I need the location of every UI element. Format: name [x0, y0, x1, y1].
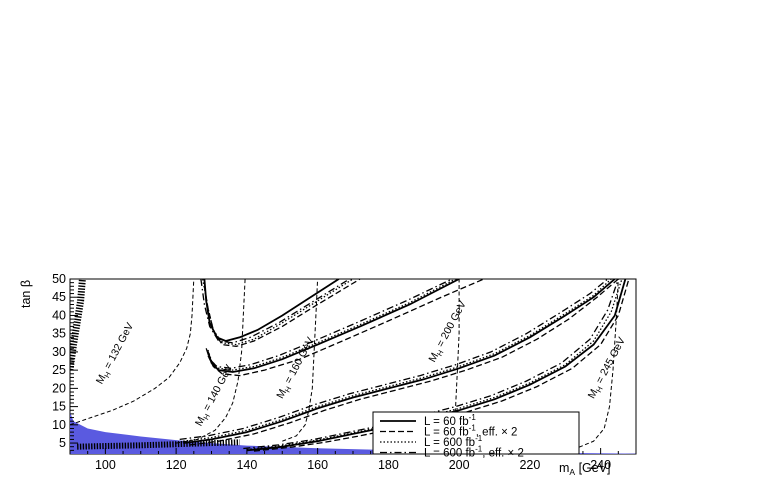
legend: L = 60 fb-1L = 60 fb-1, eff. × 2L = 600 … [372, 411, 580, 460]
legend-entry-sup: -1 [469, 424, 477, 433]
y-tick-label-10: 10 [52, 418, 66, 432]
mh-label-sub: H [435, 349, 445, 358]
legend-entry-3: L = 600 fb-1 [424, 434, 483, 449]
x-tick-label-200: 200 [449, 458, 470, 472]
x-tick-label-120: 120 [166, 458, 187, 472]
x-tick-label-160: 160 [307, 458, 328, 472]
legend-entry-suffix: , eff. × 2 [482, 448, 524, 460]
legend-entry-1: L = 60 fb-1 [424, 413, 476, 428]
discovery-contour-9-solid [183, 279, 616, 444]
mh-label-sub: H [201, 412, 211, 421]
discovery-contour-8-dashdot [205, 279, 453, 369]
x-axis-title-unit: [GeV] [575, 461, 610, 475]
legend-box [372, 411, 580, 455]
x-axis-title-main: m [559, 461, 569, 475]
y-tick-label-25: 25 [52, 363, 66, 377]
x-tick-label-180: 180 [378, 458, 399, 472]
discovery-contour-3-dotted [202, 279, 354, 346]
legend-entry-4: L = 600 fb-1, eff. × 2 [424, 445, 524, 460]
y-axis-title: tan β [19, 280, 33, 308]
legend-entry-sup: -1 [475, 445, 483, 454]
y-tick-label-5: 5 [59, 436, 66, 450]
legend-entry-text: L = 600 fb [424, 437, 475, 449]
discovery-contour-6-dashed [207, 279, 485, 377]
discovery-contour-15-dotted [246, 279, 623, 451]
legend-entry-suffix: , eff. × 2 [476, 427, 518, 439]
discovery-contour-5-solid [207, 279, 460, 373]
y-tick-label-40: 40 [52, 308, 66, 322]
x-axis-title: mA [GeV] [559, 461, 611, 477]
mh-contour-1 [70, 279, 195, 426]
x-tick-label-100: 100 [95, 458, 116, 472]
legend-entry-sup: -1 [475, 434, 483, 443]
mh-contour-5 [540, 279, 619, 453]
legend-entry-text: L = 600 fb [424, 448, 475, 460]
discovery-contour-13-solid [246, 279, 627, 452]
legend-entry-sup: -1 [469, 413, 477, 422]
discovery-contour-4-dashdot [200, 279, 350, 344]
legend-entry-text: L = 60 fb [424, 416, 469, 428]
mh-contour-4 [441, 279, 460, 448]
mh-contour-3 [282, 279, 319, 442]
legend-entry-text: L = 60 fb [424, 427, 469, 439]
y-tick-label-45: 45 [52, 290, 66, 304]
x-axis-title-sub: A [569, 467, 575, 477]
y-tick-label-50: 50 [52, 272, 66, 286]
y-tick-label-20: 20 [52, 381, 66, 395]
mh-contour-2 [176, 279, 246, 444]
discovery-contour-2-dashed [203, 279, 361, 348]
discovery-contour-11-dotted [183, 279, 612, 442]
mh-label-sub: H [594, 385, 604, 394]
mh-label-sub: H [102, 370, 112, 379]
y-tick-label-35: 35 [52, 327, 66, 341]
discovery-contour-1-solid [203, 279, 340, 342]
discovery-contour-12-dashdot [179, 279, 609, 441]
y-tick-label-30: 30 [52, 345, 66, 359]
low-boundary-band [77, 439, 240, 450]
discovery-contour-16-dashdot [243, 279, 619, 450]
y-tick-label-15: 15 [52, 400, 66, 414]
x-tick-label-140: 140 [236, 458, 257, 472]
x-tick-label-240: 240 [590, 458, 611, 472]
steep-boundary-band [70, 279, 86, 371]
legend-entry-2: L = 60 fb-1, eff. × 2 [424, 424, 517, 439]
mh-label-sub: H [283, 385, 293, 394]
x-tick-label-220: 220 [519, 458, 540, 472]
